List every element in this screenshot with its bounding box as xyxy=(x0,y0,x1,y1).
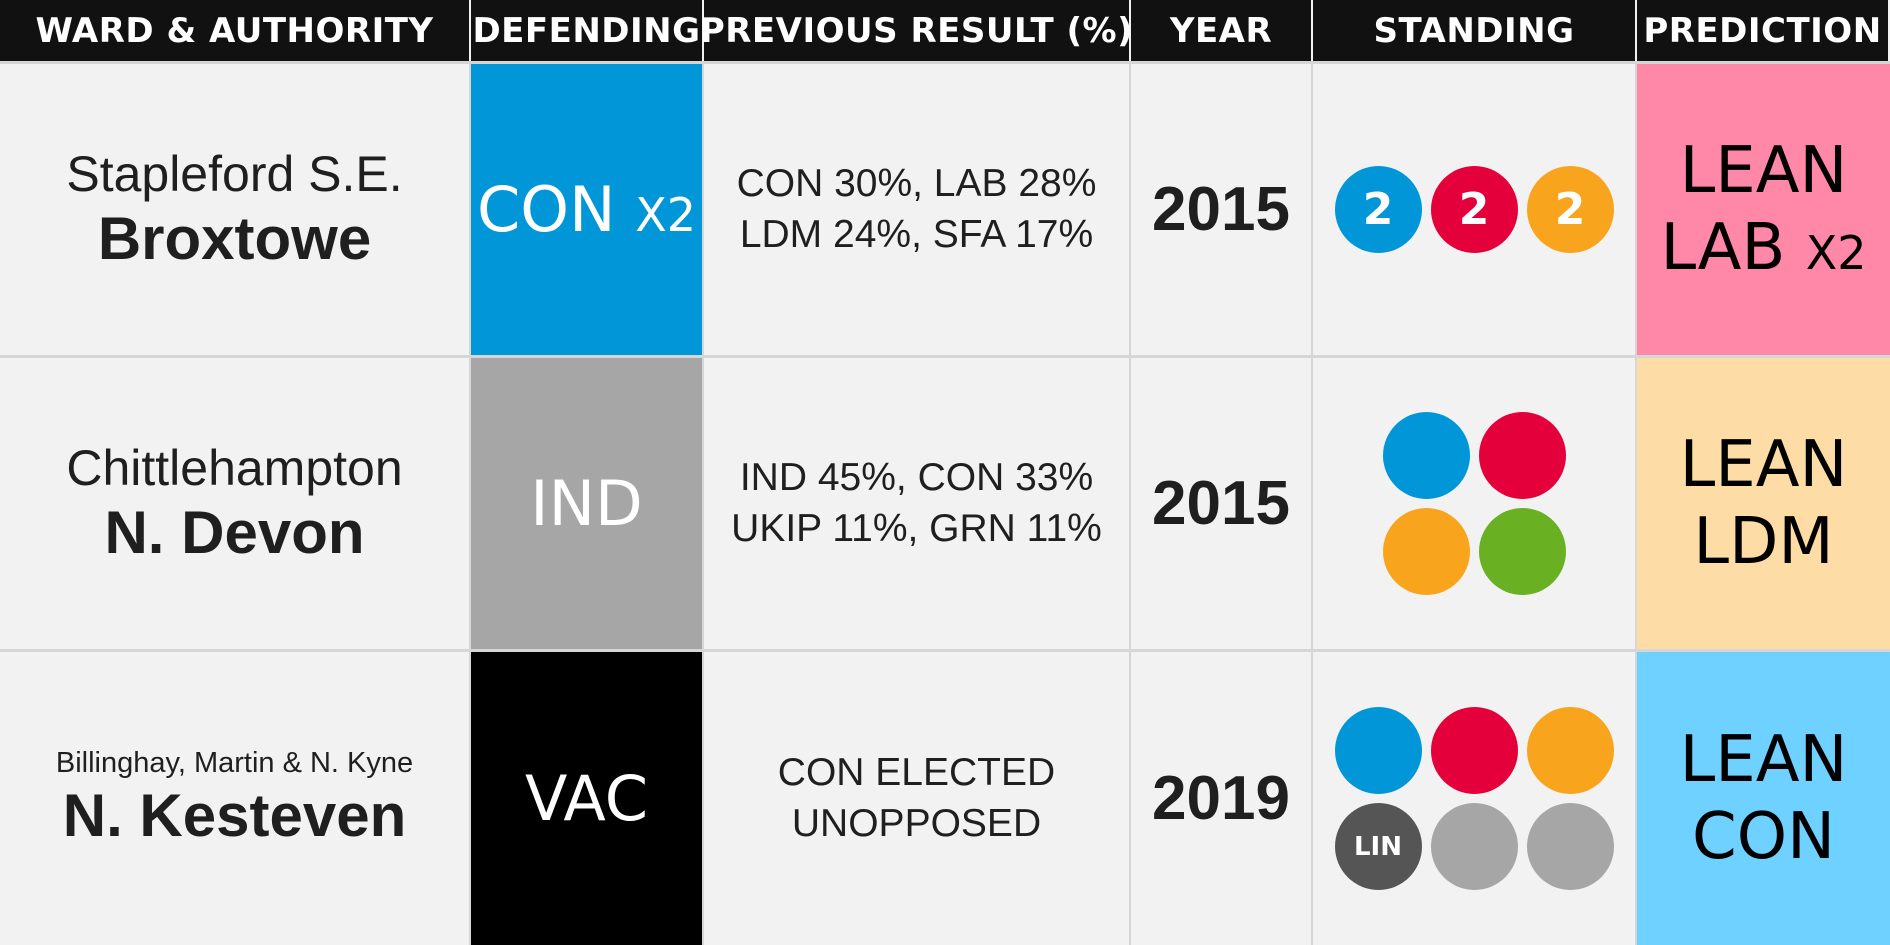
authority-name: Broxtowe xyxy=(97,204,372,272)
defending-party: IND xyxy=(530,467,643,540)
defending-text: IND xyxy=(530,467,642,540)
prediction-party: LAB xyxy=(1660,210,1786,285)
authority-name: N. Kesteven xyxy=(62,781,407,849)
party-dot-con xyxy=(1382,412,1470,499)
prediction-line-2: LAB X2 xyxy=(1661,210,1867,287)
ward-name: Billinghay, Martin & N. Kyne xyxy=(55,747,414,780)
prediction-party: CON xyxy=(1692,799,1835,874)
previous-result-line: CON ELECTED xyxy=(777,750,1056,794)
party-dot-ind xyxy=(1430,803,1518,890)
year-value: 2019 xyxy=(1152,764,1290,833)
standing-cell: LIN xyxy=(1313,649,1637,945)
party-dot-lab xyxy=(1430,707,1518,794)
year-value: 2015 xyxy=(1152,469,1290,538)
defending-text: VAC xyxy=(525,762,648,835)
standing-cell xyxy=(1313,355,1637,649)
prediction-line: LEAN xyxy=(1679,722,1848,797)
authority-name: N. Devon xyxy=(104,498,365,566)
previous-result-line: UKIP 11%, GRN 11% xyxy=(731,506,1102,550)
previous-result-line: CON 30%, LAB 28% xyxy=(736,161,1097,205)
previous-result-line: IND 45%, CON 33% xyxy=(739,455,1094,499)
header-previous: PREVIOUS RESULT (%) xyxy=(700,0,1133,61)
prediction-cell: LEAN LDM xyxy=(1637,355,1890,649)
previous-result-line: LDM 24%, SFA 17% xyxy=(739,212,1094,256)
header-standing: STANDING xyxy=(1313,0,1637,61)
header-prediction: PREDICTION xyxy=(1637,0,1890,61)
standing-dots xyxy=(1374,412,1574,595)
year-value: 2015 xyxy=(1152,175,1290,244)
defending-cell: IND xyxy=(471,355,704,649)
standing-dots: LIN xyxy=(1329,707,1619,890)
previous-result-cell: IND 45%, CON 33% UKIP 11%, GRN 11% xyxy=(704,355,1131,649)
year-cell: 2015 xyxy=(1131,355,1313,649)
prediction-cell: LEAN LAB X2 xyxy=(1637,61,1890,355)
header-year: YEAR xyxy=(1131,0,1313,61)
defending-cell: CON X2 xyxy=(471,61,704,355)
previous-result-line: UNOPPOSED xyxy=(791,801,1042,845)
defending-cell: VAC xyxy=(471,649,704,945)
party-dot-lab: 2 xyxy=(1430,166,1518,253)
prediction-multiplier: X2 xyxy=(1805,225,1867,280)
year-cell: 2019 xyxy=(1131,649,1313,945)
defending-party: CON xyxy=(477,173,616,246)
previous-result-cell: CON 30%, LAB 28% LDM 24%, SFA 17% xyxy=(704,61,1131,355)
party-dot-ldm xyxy=(1526,707,1614,794)
prediction-line: LEAN xyxy=(1679,133,1848,208)
defending-multiplier: X2 xyxy=(635,188,696,242)
party-dot-con: 2 xyxy=(1334,166,1422,253)
ward-cell: Stapleford S.E. Broxtowe xyxy=(0,61,471,355)
defending-party: VAC xyxy=(524,762,649,835)
party-dot-lin: LIN xyxy=(1334,803,1422,890)
prediction-line: LEAN xyxy=(1679,427,1848,502)
previous-result-cell: CON ELECTED UNOPPOSED xyxy=(704,649,1131,945)
party-dot-grn xyxy=(1478,508,1566,595)
prediction-cell: LEAN CON xyxy=(1637,649,1890,945)
party-dot-ldm xyxy=(1382,508,1470,595)
party-dot-ind xyxy=(1526,803,1614,890)
party-dot-con xyxy=(1334,707,1422,794)
defending-text: CON X2 xyxy=(477,173,696,246)
year-cell: 2015 xyxy=(1131,61,1313,355)
ward-cell: Chittlehampton N. Devon xyxy=(0,355,471,649)
header-ward: WARD & AUTHORITY xyxy=(0,0,471,61)
ward-cell: Billinghay, Martin & N. Kyne N. Kesteven xyxy=(0,649,471,945)
header-defending: DEFENDING xyxy=(471,0,704,61)
ward-name: Stapleford S.E. xyxy=(66,146,403,203)
party-dot-lab xyxy=(1478,412,1566,499)
party-dot-ldm: 2 xyxy=(1526,166,1614,253)
prediction-party: LDM xyxy=(1693,504,1834,579)
ward-name: Chittlehampton xyxy=(66,440,403,497)
